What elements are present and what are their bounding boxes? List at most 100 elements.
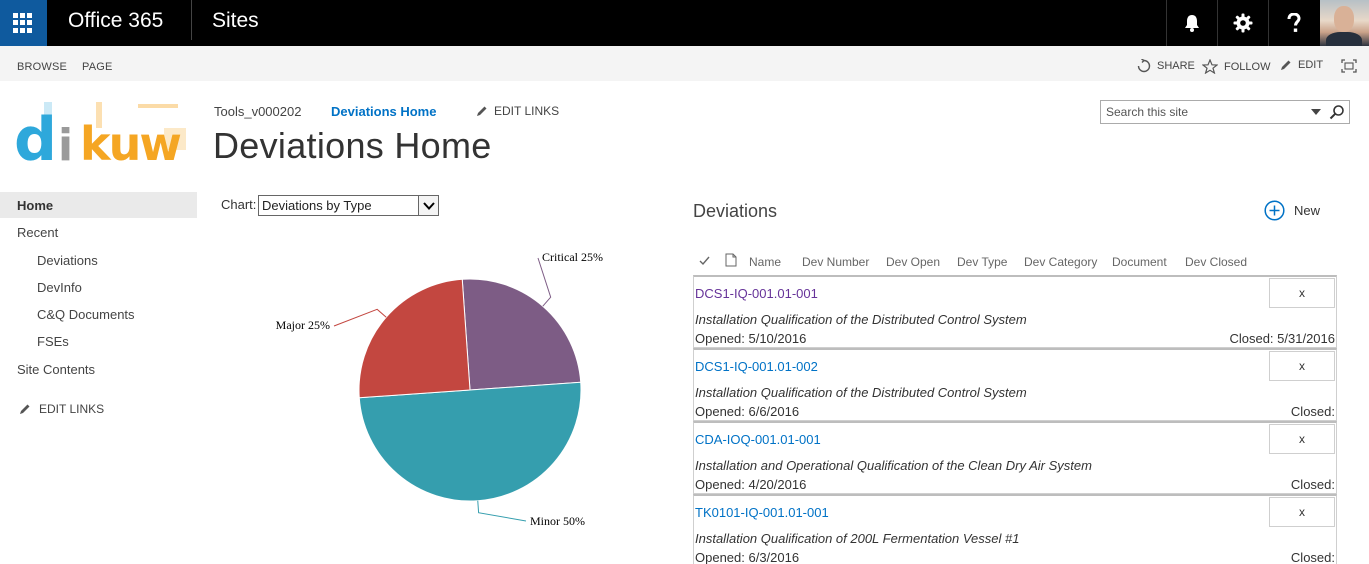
new-item-label: New [1294,203,1321,218]
pie-label-major: Major 25% [276,318,330,332]
nav-item-devinfo[interactable]: DevInfo [37,280,82,295]
column-header-document[interactable]: Document [1112,255,1167,269]
column-header-dev-category[interactable]: Dev Category [1024,255,1098,269]
help-icon [1287,13,1301,32]
close-deviation-button[interactable]: x [1269,424,1335,454]
help-button[interactable] [1268,0,1319,46]
share-label: SHARE [1157,60,1195,72]
deviation-opened-date: Opened: 5/10/2016 [695,331,807,346]
pie-slice-major[interactable] [358,278,471,399]
pie-label-minor: Minor 50% [530,514,585,528]
deviation-opened-date: Opened: 6/6/2016 [695,404,800,419]
list-title: Deviations [693,201,778,221]
chart-select-value: Deviations by Type [262,198,372,213]
sites-link[interactable]: Sites [212,9,259,32]
chevron-down-icon [418,196,438,215]
nav-item-home[interactable]: Home [0,192,197,218]
deviation-link[interactable]: DCS1-IQ-001.01-001 [695,286,818,301]
deviation-closed-date: Closed: [1290,404,1335,419]
page-title: Deviations Home [213,125,492,166]
deviation-description: Installation Qualification of the Distri… [695,385,1027,400]
deviation-card: DCS1-IQ-001.01-001 x Installation Qualif… [693,275,1337,348]
ribbon: BROWSE PAGE SHARE FOLLOW EDIT [0,46,1369,81]
nav-item-deviations[interactable]: Deviations [37,253,98,268]
search-icon[interactable] [1329,104,1345,120]
list-header: Name Dev Number Dev Open Dev Type Dev Ca… [693,250,1343,274]
nav-item-recent[interactable]: Recent [17,225,59,240]
pie-leader-line-major [333,308,387,327]
nav-item-site-contents[interactable]: Site Contents [17,362,96,377]
user-avatar[interactable] [1320,0,1369,46]
share-icon [1137,59,1151,73]
tab-page[interactable]: PAGE [82,61,113,73]
search-input[interactable] [1101,101,1301,123]
pencil-icon [477,106,487,116]
tab-browse[interactable]: BROWSE [17,61,68,73]
edit-button[interactable]: EDIT [1280,59,1323,71]
svg-text:d: d [14,105,55,168]
pie-slice-critical[interactable] [461,278,582,391]
share-button[interactable]: SHARE [1137,59,1195,73]
column-header-name[interactable]: Name [749,255,782,269]
office365-brand[interactable]: Office 365 [68,9,164,32]
chart-type-select[interactable]: Deviations by Type [258,195,439,216]
divider [191,0,192,40]
gear-icon [1233,13,1253,33]
column-header-dev-number[interactable]: Dev Number [802,255,870,269]
deviation-link[interactable]: TK0101-IQ-001.01-001 [695,505,829,520]
deviation-description: Installation Qualification of the Distri… [695,312,1027,327]
deviation-card: DCS1-IQ-001.01-002 x Installation Qualif… [693,348,1337,421]
deviation-closed-date: Closed: [1290,550,1335,564]
notifications-button[interactable] [1166,0,1217,46]
column-header-dev-open[interactable]: Dev Open [886,255,941,269]
deviation-card: TK0101-IQ-001.01-001 x Installation Qual… [693,494,1337,564]
focus-mode-button[interactable] [1341,59,1357,73]
breadcrumb-tools[interactable]: Tools_v000202 [214,104,302,119]
pencil-icon [20,404,30,414]
close-deviation-button[interactable]: x [1269,278,1335,308]
column-header-dev-type[interactable]: Dev Type [957,255,1008,269]
checkmark-icon[interactable] [699,256,710,266]
waffle-icon [13,13,33,33]
settings-button[interactable] [1217,0,1268,46]
plus-circle-icon [1264,200,1285,221]
pie-label-critical: Critical 25% [542,250,603,264]
search-box [1100,100,1350,124]
breadcrumb-deviations-home[interactable]: Deviations Home [331,104,437,119]
pie-slice-minor[interactable] [358,381,582,502]
search-scope-dropdown[interactable] [1311,109,1321,115]
deviation-description: Installation and Operational Qualificati… [695,458,1092,473]
deviation-closed-date: Closed: [1290,477,1335,492]
deviations-pie-chart: Critical 25% Major 25% Minor 50% [276,250,603,528]
pie-leader-line-minor [477,500,527,522]
deviation-link[interactable]: DCS1-IQ-001.01-002 [695,359,818,374]
close-deviation-button[interactable]: x [1269,351,1335,381]
chart-label: Chart: [221,197,257,212]
deviation-opened-date: Opened: 6/3/2016 [695,550,800,564]
column-header-dev-closed[interactable]: Dev Closed [1185,255,1248,269]
bell-icon [1185,15,1199,32]
deviation-link[interactable]: CDA-IOQ-001.01-001 [695,432,821,447]
svg-text:kuw: kuw [80,117,180,168]
fullscreen-icon [1341,59,1357,73]
follow-button[interactable]: FOLLOW [1202,59,1270,74]
nav-item-cq-documents[interactable]: C&Q Documents [37,307,135,322]
top-edit-links-button[interactable]: EDIT LINKS [476,104,559,118]
deviation-description: Installation Qualification of 200L Ferme… [695,531,1020,546]
edit-label: EDIT [1298,59,1324,71]
app-launcher-button[interactable] [0,0,47,46]
deviation-card: CDA-IOQ-001.01-001 x Installation and Op… [693,421,1337,494]
new-item-button[interactable]: New [1264,200,1320,221]
close-deviation-button[interactable]: x [1269,497,1335,527]
suite-bar: Office 365 Sites [0,0,1369,46]
nav-edit-links-button[interactable]: EDIT LINKS [19,402,104,416]
nav-edit-links-label: EDIT LINKS [39,402,105,416]
nav-item-fses[interactable]: FSEs [37,334,69,349]
pencil-icon [1281,60,1291,70]
deviation-opened-date: Opened: 4/20/2016 [695,477,807,492]
follow-label: FOLLOW [1224,60,1271,73]
svg-text:i: i [58,120,73,168]
deviation-closed-date: Closed: 5/31/2016 [1229,331,1335,346]
star-icon [1202,59,1218,74]
site-logo[interactable]: d i kuw [14,98,190,175]
